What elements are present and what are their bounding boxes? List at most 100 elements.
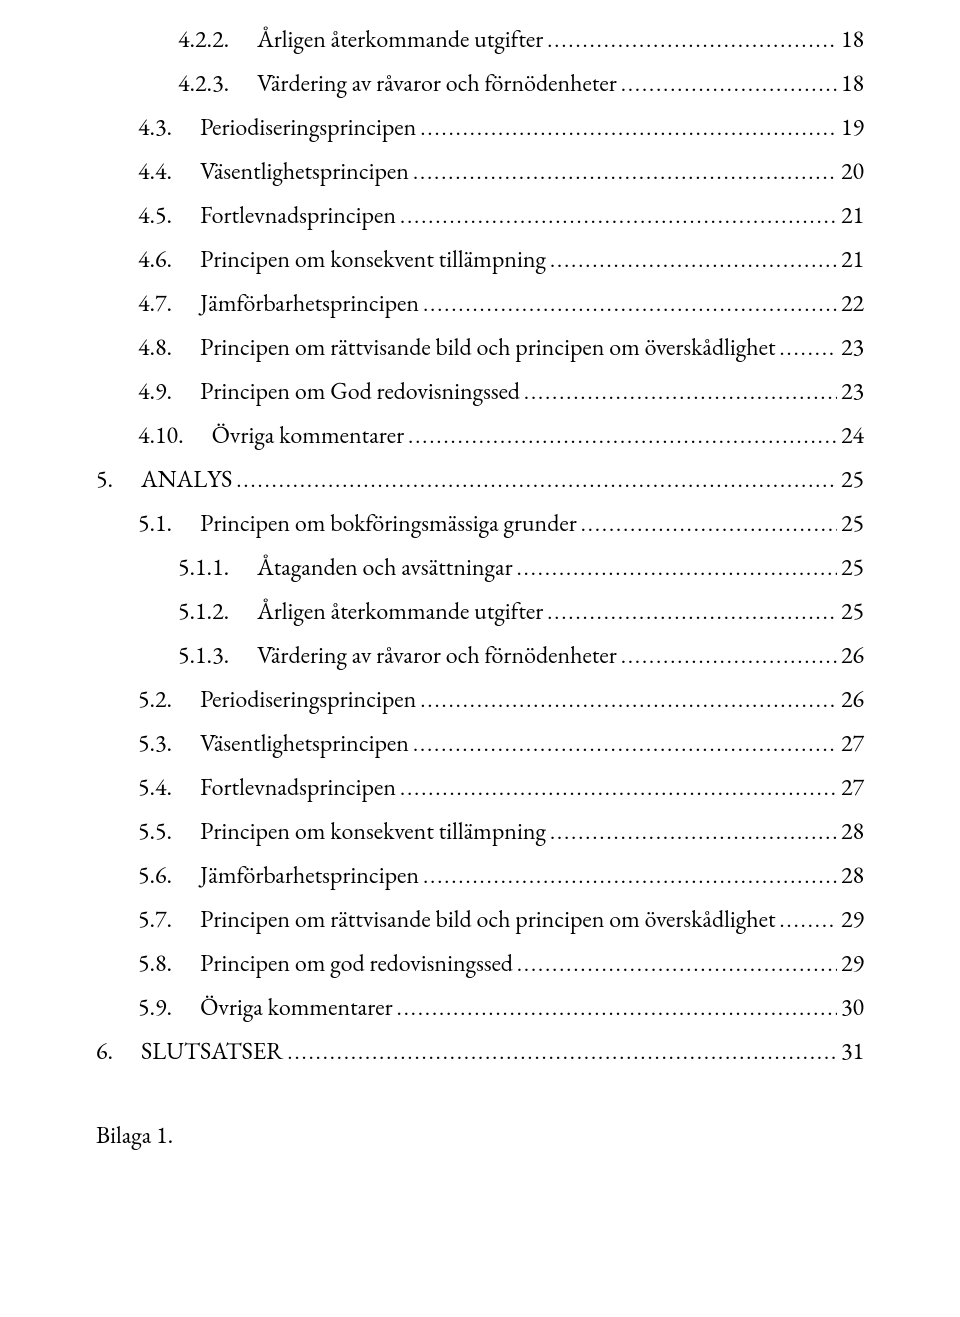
- toc-entry-title: Övriga kommentarer: [212, 424, 405, 448]
- toc-entry-number: 5.7.: [138, 908, 172, 932]
- toc-entry-page: 29: [841, 952, 864, 976]
- toc-entry: 4.2.3. Värdering av råvaror och förnödenh…: [96, 72, 864, 96]
- toc-entry-title: Åtaganden och avsättningar: [257, 556, 512, 580]
- toc-entry-page: 27: [841, 732, 864, 756]
- toc-entry-number: 6.: [96, 1040, 113, 1064]
- toc-entry-number: 4.2.3.: [178, 72, 229, 96]
- toc-leader-dots: [413, 160, 837, 184]
- toc-entry-number: 4.3.: [138, 116, 172, 140]
- toc-entry-number: 4.10.: [138, 424, 184, 448]
- toc-leader-dots: [547, 28, 837, 52]
- toc-entry-title: SLUTSATSER: [141, 1040, 283, 1064]
- toc-entry-page: 25: [841, 556, 864, 580]
- toc-entry: 4.3. Periodiseringsprincipen 19: [96, 116, 864, 140]
- toc-entry-page: 29: [841, 908, 864, 932]
- toc-entry-number: 4.5.: [138, 204, 172, 228]
- toc-entry: 5.9. Övriga kommentarer 30: [96, 996, 864, 1020]
- toc-leader-dots: [581, 512, 837, 536]
- toc-entry: 4.7. Jämförbarhetsprincipen 22: [96, 292, 864, 316]
- toc-entry-title: Värdering av råvaror och förnödenheter: [257, 644, 617, 668]
- toc-entry-page: 23: [841, 336, 864, 360]
- toc-entry-number: 5.1.: [138, 512, 172, 536]
- toc-entry-page: 30: [841, 996, 864, 1020]
- toc-entry-title: Väsentlighetsprincipen: [200, 732, 409, 756]
- toc-entry-title: Principen om bokföringsmässiga grunder: [200, 512, 577, 536]
- toc-entry-title: Fortlevnadsprincipen: [200, 776, 396, 800]
- toc-leader-dots: [621, 72, 837, 96]
- toc-entry: 4.4.Väsentlighetsprincipen20: [96, 160, 864, 184]
- toc-entry-page: 22: [841, 292, 864, 316]
- toc-entry: 5.1. Principen om bokföringsmässiga grund…: [96, 512, 864, 536]
- toc-entry: 5.6. Jämförbarhetsprincipen 28: [96, 864, 864, 888]
- toc-leader-dots: [524, 380, 837, 404]
- toc-entry-page: 25: [841, 512, 864, 536]
- toc-leader-dots: [420, 116, 837, 140]
- toc-entry: 5.1.1. Åtaganden och avsättningar 25: [96, 556, 864, 580]
- toc-entry-title: Jämförbarhetsprincipen: [200, 292, 419, 316]
- toc-leader-dots: [423, 864, 837, 888]
- toc-entry-number: 5.: [96, 468, 113, 492]
- toc-entry: 5.ANALYS25: [96, 468, 864, 492]
- toc-entry: 4.5. Fortlevnadsprincipen 21: [96, 204, 864, 228]
- toc-leader-dots: [547, 600, 837, 624]
- toc-entry-title: Fortlevnadsprincipen: [200, 204, 396, 228]
- toc-entry: 6. SLUTSATSER 31: [96, 1040, 864, 1064]
- toc-entry-number: 5.1.1.: [178, 556, 229, 580]
- toc-entry-title: Principen om rättvisande bild och princi…: [200, 336, 775, 360]
- toc-entry: 4.10. Övriga kommentarer 24: [96, 424, 864, 448]
- toc-leader-dots: [236, 468, 837, 492]
- toc-entry: 4.6. Principen om konsekvent tillämpning 2…: [96, 248, 864, 272]
- toc-entry-number: 5.3.: [138, 732, 172, 756]
- toc-entry-page: 28: [841, 820, 864, 844]
- toc-entry: 5.4. Fortlevnadsprincipen 27: [96, 776, 864, 800]
- toc-entry-title: Årligen återkommande utgifter: [257, 600, 543, 624]
- toc-entry-number: 5.2.: [138, 688, 172, 712]
- toc-entry-page: 31: [841, 1040, 864, 1064]
- toc-entry: 5.3. Väsentlighetsprincipen 27: [96, 732, 864, 756]
- toc-entry: 4.8. Principen om rättvisande bild och pr…: [96, 336, 864, 360]
- toc-leader-dots: [400, 776, 837, 800]
- toc-leader-dots: [400, 204, 837, 228]
- toc-entry-page: 19: [841, 116, 864, 140]
- toc-entry-number: 4.7.: [138, 292, 172, 316]
- toc-entry-title: Jämförbarhetsprincipen: [200, 864, 419, 888]
- toc-entry-page: 26: [841, 688, 864, 712]
- toc-entry: 4.2.2.Årligen återkommande utgifter18: [96, 28, 864, 52]
- toc-entry: 5.1.3. Värdering av råvaror och förnödenh…: [96, 644, 864, 668]
- toc-entry-number: 5.1.3.: [178, 644, 229, 668]
- toc-leader-dots: [287, 1040, 837, 1064]
- appendix-label: Bilaga 1.: [96, 1124, 864, 1148]
- toc-entry-title: Årligen återkommande utgifter: [257, 28, 543, 52]
- toc-entry-title: Principen om god redovisningssed: [200, 952, 513, 976]
- toc-entry-title: Principen om God redovisningssed: [200, 380, 520, 404]
- toc-entry-title: Principen om rättvisande bild och princi…: [200, 908, 775, 932]
- table-of-contents: 4.2.2.Årligen återkommande utgifter18 4.2…: [96, 28, 864, 1064]
- toc-entry-page: 21: [841, 204, 864, 228]
- toc-entry-number: 4.8.: [138, 336, 172, 360]
- toc-entry-page: 28: [841, 864, 864, 888]
- toc-entry-page: 20: [841, 160, 864, 184]
- toc-entry-title: Väsentlighetsprincipen: [200, 160, 409, 184]
- toc-leader-dots: [517, 952, 837, 976]
- toc-leader-dots: [408, 424, 837, 448]
- toc-leader-dots: [780, 908, 837, 932]
- toc-entry-page: 25: [841, 600, 864, 624]
- toc-leader-dots: [517, 556, 837, 580]
- toc-entry-number: 5.6.: [138, 864, 172, 888]
- toc-entry-page: 27: [841, 776, 864, 800]
- toc-entry-number: 5.4.: [138, 776, 172, 800]
- toc-entry-title: Värdering av råvaror och förnödenheter: [257, 72, 617, 96]
- toc-entry: 4.9.Principen om God redovisningssed23: [96, 380, 864, 404]
- toc-entry-page: 24: [841, 424, 864, 448]
- toc-entry-title: Principen om konsekvent tillämpning: [200, 248, 546, 272]
- toc-entry-number: 4.6.: [138, 248, 172, 272]
- toc-entry-title: ANALYS: [141, 468, 232, 492]
- toc-entry-number: 5.1.2.: [178, 600, 229, 624]
- toc-entry-number: 5.9.: [138, 996, 172, 1020]
- toc-entry-title: Periodiseringsprincipen: [200, 688, 416, 712]
- toc-entry-title: Periodiseringsprincipen: [200, 116, 416, 140]
- toc-entry-number: 4.9.: [138, 380, 172, 404]
- toc-entry-page: 21: [841, 248, 864, 272]
- toc-entry-title: Övriga kommentarer: [200, 996, 393, 1020]
- toc-leader-dots: [621, 644, 837, 668]
